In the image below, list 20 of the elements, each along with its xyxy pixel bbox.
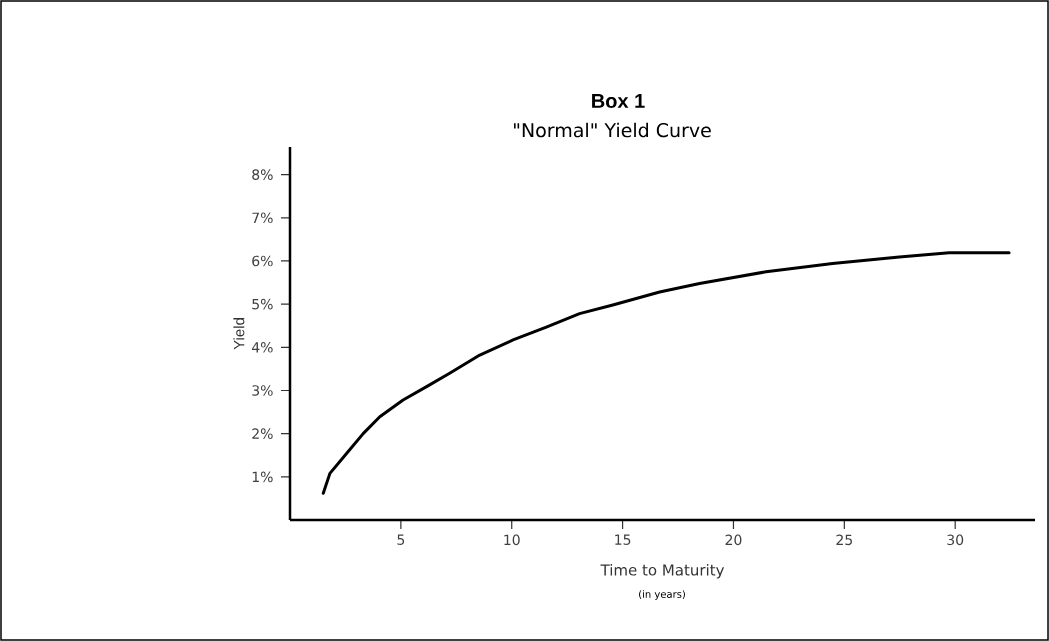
- x-tick-label: 5: [397, 534, 405, 545]
- y-tick-label: 7%: [252, 212, 273, 224]
- y-tick-label: 4%: [251, 342, 273, 353]
- chart-subtitle: "Normal" Yield Curve: [514, 122, 711, 138]
- x-tick-label: 25: [836, 534, 852, 546]
- y-tick-label: 8%: [252, 169, 273, 180]
- chart-title: Box 1: [592, 94, 645, 108]
- x-tick-label: 20: [725, 534, 742, 546]
- x-tick-label: 10: [504, 534, 520, 546]
- y-axis-title: Yield: [233, 318, 245, 350]
- y-tick-label: 5%: [252, 298, 273, 310]
- x-axis-title: Time to Maturity: [600, 564, 725, 579]
- y-tick-label: 2%: [252, 428, 273, 439]
- line-series: [321, 251, 1011, 495]
- x-tick-label: 15: [615, 534, 631, 545]
- y-tick-label: 1%: [252, 471, 273, 483]
- y-tick-label: 3%: [252, 385, 273, 396]
- x-tick-label: 30: [947, 534, 964, 546]
- text: (in years): [639, 590, 685, 600]
- y-tick-label: 6%: [252, 255, 273, 267]
